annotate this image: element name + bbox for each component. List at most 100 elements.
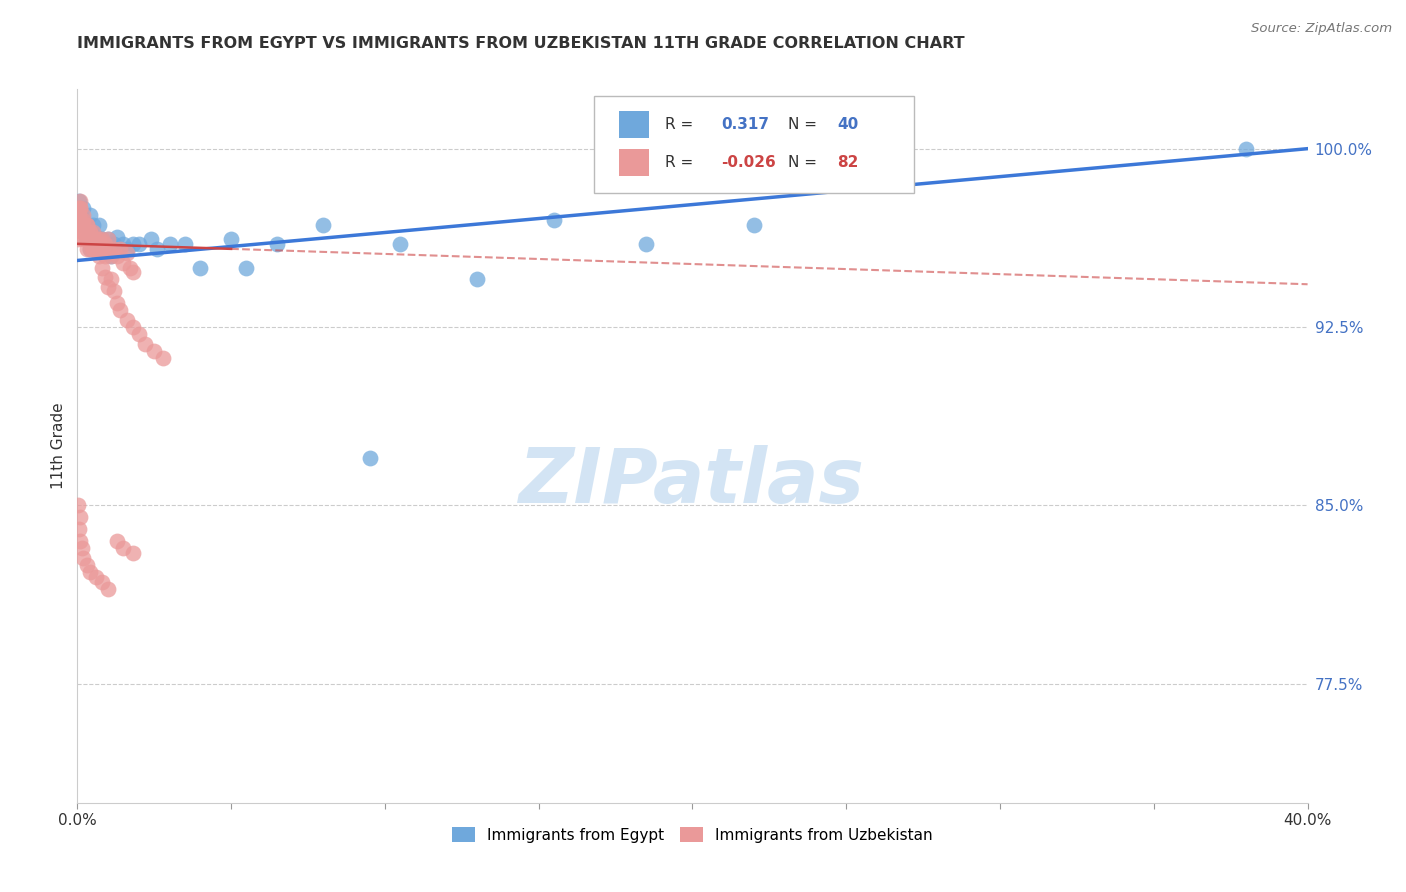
Point [235,260,257,275]
Point [79,225,101,239]
Point [82,232,104,246]
Point [76,232,98,246]
Point [84,229,107,244]
Point [69,201,91,215]
Point [79,232,101,246]
Point [84,570,107,584]
Point [76,242,98,256]
Point [174,236,197,251]
Point [266,236,288,251]
Point [465,272,488,286]
Point [66,201,89,215]
Point [389,236,412,251]
Point [219,232,242,246]
Point [67,194,90,208]
Point [72,218,94,232]
Point [105,249,128,263]
Point [636,236,658,251]
FancyBboxPatch shape [595,96,914,193]
Point [105,534,128,549]
Point [87,249,110,263]
Point [82,242,104,256]
Point [103,242,125,256]
Point [97,232,120,246]
Point [72,225,94,239]
FancyBboxPatch shape [619,149,650,176]
Text: R =: R = [665,155,699,170]
Point [121,265,143,279]
Point [82,232,104,246]
Point [543,213,565,227]
Point [84,232,107,246]
Point [112,541,135,556]
Point [159,236,181,251]
Point [94,236,117,251]
FancyBboxPatch shape [619,112,650,138]
Point [82,225,104,239]
Point [76,218,98,232]
Point [72,208,94,222]
Point [72,550,94,565]
Point [69,201,91,215]
Text: IMMIGRANTS FROM EGYPT VS IMMIGRANTS FROM UZBEKISTAN 11TH GRADE CORRELATION CHART: IMMIGRANTS FROM EGYPT VS IMMIGRANTS FROM… [77,36,965,51]
Point [128,327,150,342]
Point [312,218,335,232]
Point [112,236,135,251]
Point [128,236,150,251]
Point [90,232,114,246]
Point [100,272,122,286]
Point [134,336,156,351]
Point [110,242,132,256]
Legend: Immigrants from Egypt, Immigrants from Uzbekistan: Immigrants from Egypt, Immigrants from U… [446,821,939,848]
Point [97,279,120,293]
Point [76,232,98,246]
Point [82,242,104,256]
Point [70,218,93,232]
Point [146,242,169,256]
Point [67,499,90,513]
Point [188,260,212,275]
Point [115,246,138,260]
Point [79,236,101,251]
Point [97,582,120,596]
Text: 0.317: 0.317 [721,117,769,132]
Point [67,208,90,222]
Point [76,558,98,572]
Point [118,260,141,275]
Point [76,232,98,246]
Point [69,534,91,549]
Point [84,242,107,256]
Point [70,218,93,232]
Point [359,450,381,465]
Text: 82: 82 [838,155,859,170]
Point [105,229,128,244]
Point [79,242,101,256]
Point [69,208,91,222]
Point [67,208,90,222]
Point [79,565,101,579]
Point [90,574,114,589]
Text: R =: R = [665,117,699,132]
Point [69,213,91,227]
Point [76,218,98,232]
Point [94,270,117,285]
Point [87,242,110,256]
Text: N =: N = [789,155,823,170]
Point [72,213,94,227]
Point [72,201,94,215]
Point [69,213,91,227]
Point [76,218,98,232]
Point [90,242,114,256]
Point [110,303,132,318]
Point [66,232,89,246]
Point [1234,142,1257,156]
Point [100,249,122,263]
Point [141,232,163,246]
Text: Source: ZipAtlas.com: Source: ZipAtlas.com [1251,22,1392,36]
Point [82,218,104,232]
Point [72,232,94,246]
Point [72,218,94,232]
Text: 40: 40 [838,117,859,132]
Point [152,351,174,365]
Point [100,249,122,263]
